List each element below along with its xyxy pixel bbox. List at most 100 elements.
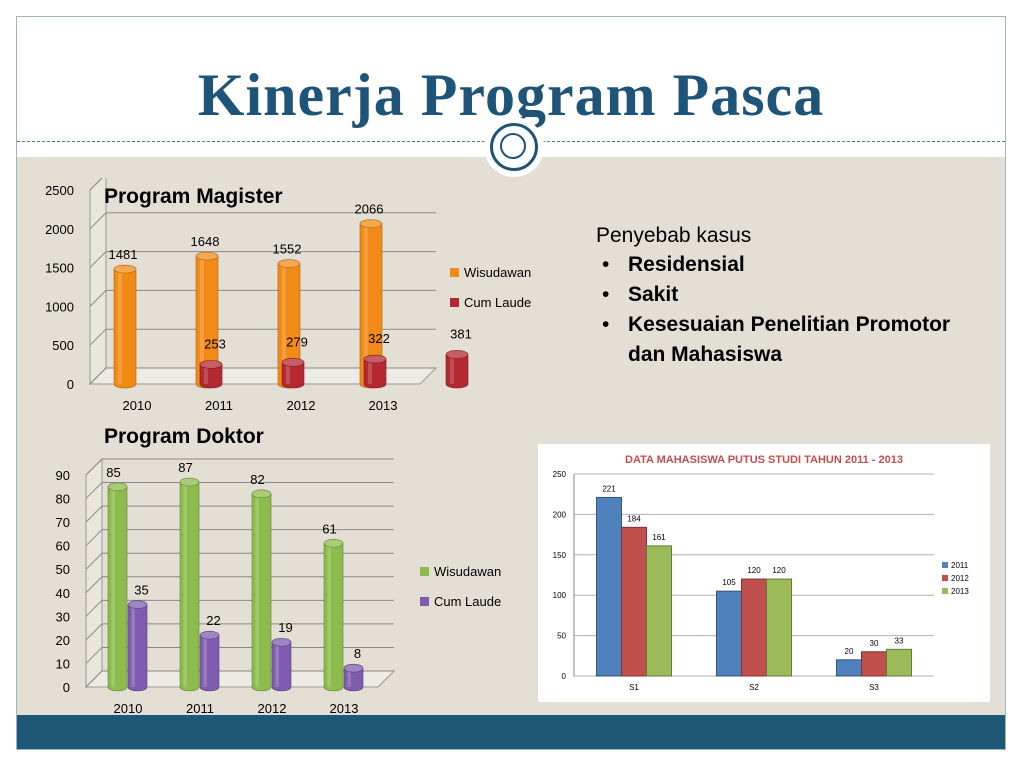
y-tick-label: 1000 [45,299,74,314]
bar [766,578,792,677]
bar [621,526,647,677]
bar-body [199,634,220,692]
bar-cap [323,539,344,548]
y-tick-label: 80 [56,492,70,507]
y-tick-label: 60 [56,539,70,554]
data-label: 61 [322,521,336,536]
legend-label: Cum Laude [434,594,501,609]
bar-highlight [183,484,187,687]
bar [861,651,887,677]
bar [199,630,220,692]
bar-cap [359,219,383,228]
bar-cap [179,477,200,487]
bar-cap [113,264,137,274]
gridline [85,623,394,641]
notes-heading: Penyebab kasus [596,224,752,247]
chart-title: DATA MAHASISWA PUTUS STUDI TAHUN 2011 - … [625,454,903,466]
bar [323,539,344,692]
data-label: 8 [354,646,361,661]
chart-title: Program Magister [104,185,283,208]
bar-body [107,486,128,692]
bar [107,482,128,692]
data-label: 1552 [273,242,302,257]
y-tick-label: 0 [562,672,567,681]
bar-cap [127,600,148,609]
legend-swatch [942,588,948,594]
bar [716,590,742,677]
footer-bar [17,715,1005,749]
gridline [85,505,394,523]
bar-cap [277,259,301,268]
legend-label: 2013 [951,587,969,596]
bar-highlight [449,356,454,384]
gridline [89,289,436,307]
bar [741,578,767,677]
y-tick-label: 1500 [45,261,74,276]
x-tick-label: 2013 [330,701,359,716]
bar-cap [281,358,305,367]
chart-program-doktor: 0 10 20 30 40 50 60 70 80 90 2010 2011 2012 2013 85 87 8… [56,425,502,716]
data-label: 1648 [191,234,220,249]
y-tick-label: 40 [56,586,70,601]
bar-body [323,543,344,692]
side-wall [85,457,103,689]
gridline [89,251,436,268]
chart-program-magister: 0 500 1000 1500 2000 2500 2010 2011 2012 2013 1481… [45,178,531,413]
y-tick-label: 2500 [45,183,74,198]
bar-body [271,641,292,692]
bar-body [113,268,137,389]
y-tick-label: 500 [52,338,74,353]
bar-highlight [285,364,290,384]
y-tick-label: 250 [553,470,567,479]
bar-body [179,481,200,692]
bar-highlight [347,670,351,687]
bar [271,637,292,692]
bar [343,663,364,692]
chart-putus-studi: DATA MAHASISWA PUTUS STUDI TAHUN 2011 - … [538,444,990,702]
gridline [89,367,436,385]
gridline [85,576,394,594]
bar [113,264,137,389]
bar [646,545,672,677]
y-tick-label: 90 [56,468,70,483]
bar [199,360,223,389]
x-tick-label: S2 [749,683,759,692]
bar [251,489,272,692]
bar [363,354,387,389]
bar-cap [271,637,292,647]
data-label: 105 [722,578,736,587]
y-tick-label: 70 [56,515,70,530]
x-tick-label: 2012 [287,398,316,413]
data-label: 381 [450,326,472,341]
data-label: 82 [250,472,264,487]
y-tick-label: 150 [553,551,567,560]
notes-list: Residensial Sakit Kesesuaian Penelitian … [596,250,986,370]
bar-highlight [117,271,122,384]
legend-swatch [450,268,459,277]
bar-highlight [363,225,368,384]
bar-cap [199,360,223,369]
x-tick-label: 2011 [205,398,233,413]
notes-item: Sakit [596,280,986,310]
bar-highlight [281,265,286,384]
legend-swatch [942,562,948,568]
ring-ornament-icon [490,123,538,171]
y-tick-label: 50 [56,562,70,577]
gridline [85,670,394,688]
data-label: 87 [178,460,192,475]
data-label: 279 [286,334,308,349]
side-wall [89,178,107,386]
data-label: 1481 [109,247,138,262]
data-label: 120 [772,566,786,575]
gridline [89,178,103,191]
bar [281,358,305,389]
gridline [85,482,394,499]
bar-highlight [367,361,372,384]
bar [886,648,912,677]
data-label: 322 [368,331,390,346]
x-tick-label: S1 [629,683,639,692]
legend-label: 2011 [951,561,969,570]
bar-body [251,493,272,692]
data-label: 30 [870,639,879,648]
legend-label: Wisudawan [464,265,531,280]
